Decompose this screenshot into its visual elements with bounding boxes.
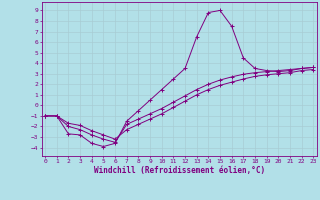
X-axis label: Windchill (Refroidissement éolien,°C): Windchill (Refroidissement éolien,°C) xyxy=(94,166,265,175)
